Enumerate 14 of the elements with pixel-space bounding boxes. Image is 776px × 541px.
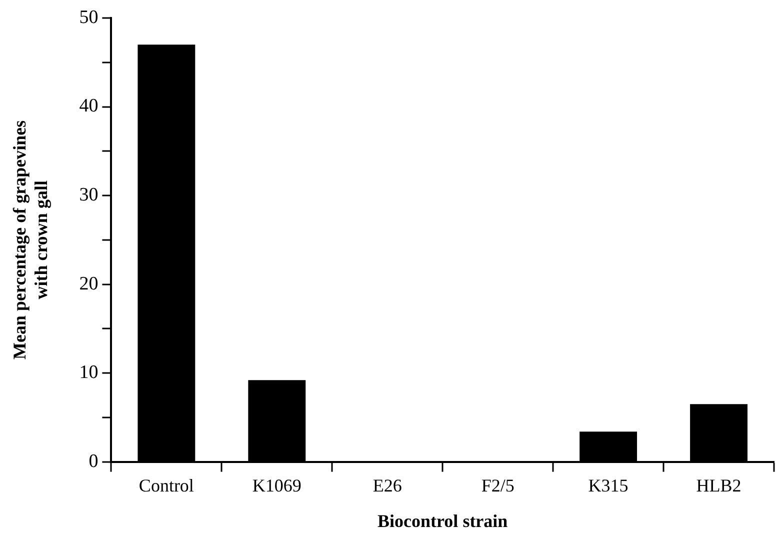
x-tick-label: K315	[588, 475, 628, 496]
y-axis-title: Mean percentage of grapevines with crown gall	[9, 120, 52, 360]
x-tick-label: E26	[372, 475, 402, 496]
x-tick-label: K1069	[252, 475, 302, 496]
y-tick-label: 50	[79, 6, 98, 28]
x-tick-label: Control	[138, 475, 194, 496]
y-tick-label: 20	[79, 273, 98, 294]
y-tick-label: 40	[79, 96, 98, 117]
x-tick-label: F2/5	[481, 475, 514, 496]
y-tick-label: 10	[79, 362, 98, 384]
x-axis-title: Biocontrol strain	[378, 510, 508, 531]
y-tick-label: 0	[88, 450, 98, 472]
y-tick-label: 30	[79, 184, 98, 206]
x-tick-label: HLB2	[696, 475, 742, 496]
